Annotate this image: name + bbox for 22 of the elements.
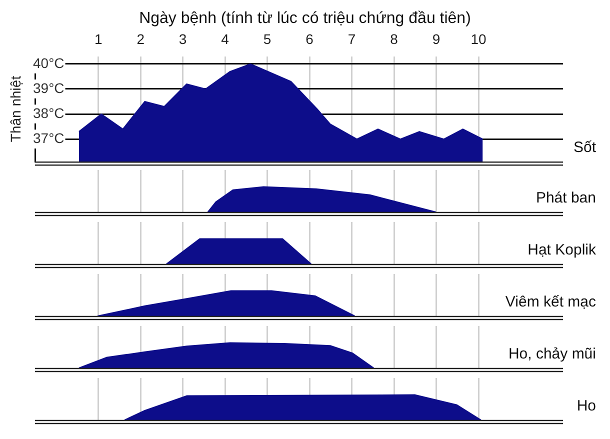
y-tick-label: 39°C (33, 80, 64, 96)
x-tick-label: 5 (263, 30, 272, 48)
text: Ho (576, 398, 596, 415)
text: Hạt Koplik (528, 242, 596, 259)
y-tick-label: 37°C (33, 130, 64, 146)
x-tick-label: 9 (432, 30, 440, 48)
x-tick-label: 4 (221, 30, 229, 48)
x-tick-label: 1 (94, 30, 102, 48)
x-tick-label: 10 (470, 30, 486, 48)
x-tick-label: 6 (306, 30, 314, 48)
x-tick-label: 2 (136, 30, 144, 48)
text: Viêm kết mạc (505, 294, 596, 311)
x-tick-label: 8 (390, 30, 398, 48)
text: Ho, chảy mũi (508, 346, 596, 363)
x-tick-label: 3 (178, 30, 187, 48)
y-axis-title: Thân nhiệt (7, 76, 24, 142)
chart-title: Ngày bệnh (tính từ lúc có triệu chứng đầu tiên) (138, 9, 472, 29)
x-tick-label: 7 (348, 30, 356, 48)
text: Phát ban (536, 190, 596, 207)
y-tick-label: 40°C (33, 54, 64, 71)
text: Sốt (573, 139, 597, 156)
y-tick-label: 38°C (33, 104, 64, 121)
